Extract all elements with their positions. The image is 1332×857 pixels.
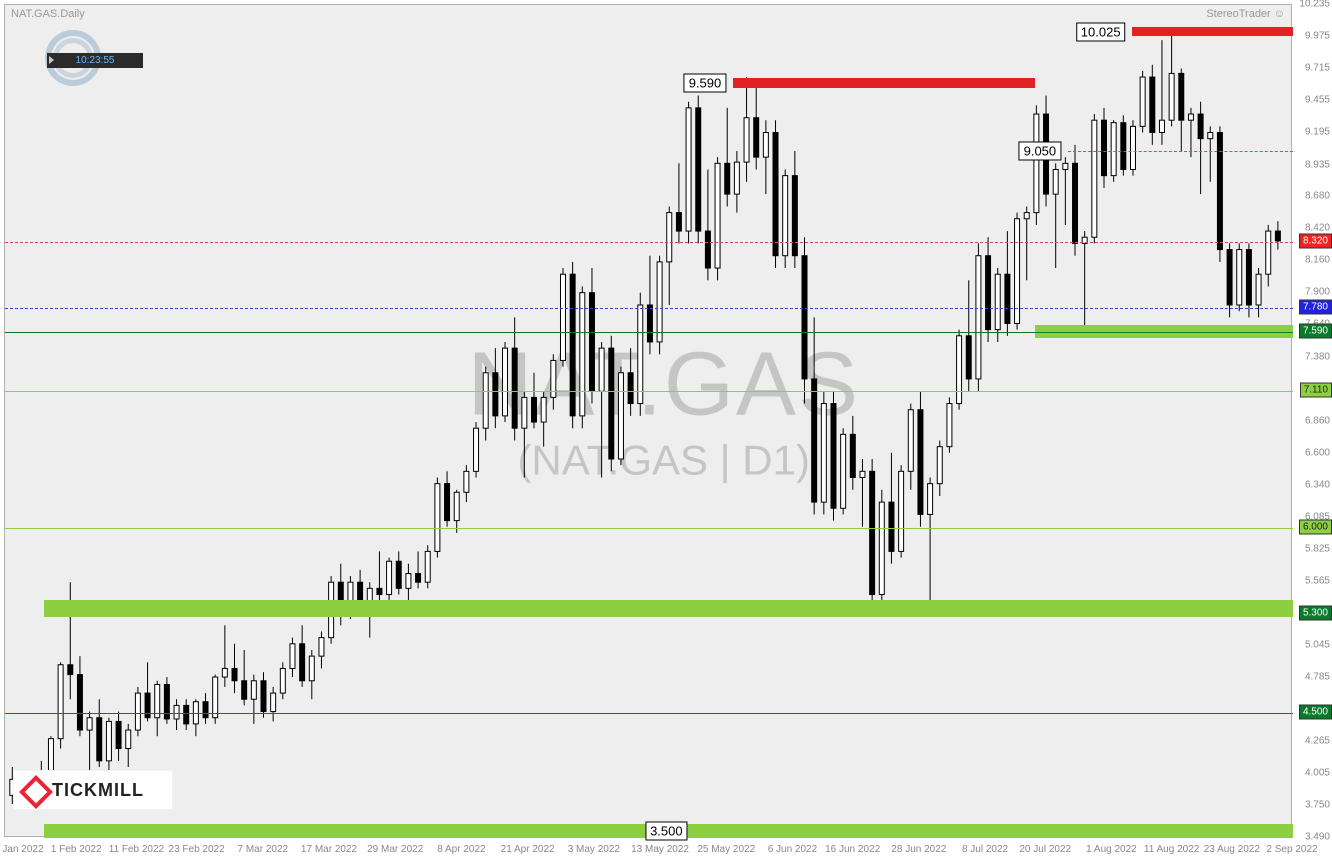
y-tick: 9.975: [1305, 31, 1330, 42]
x-tick: 13 May 2022: [631, 844, 689, 855]
x-tick: 17 Mar 2022: [301, 844, 357, 855]
y-tick: 7.380: [1305, 351, 1330, 362]
x-tick: 25 May 2022: [697, 844, 755, 855]
x-tick: 28 Jun 2022: [891, 844, 946, 855]
y-tick: 6.860: [1305, 415, 1330, 426]
broker-logo: TICKMILL: [13, 770, 173, 810]
y-tick: 4.265: [1305, 736, 1330, 747]
x-tick: 11 Aug 2022: [1144, 844, 1199, 855]
clock-time: 10:23:55: [76, 55, 115, 66]
y-tick: 8.420: [1305, 223, 1330, 234]
x-tick: 23 Feb 2022: [169, 844, 225, 855]
price-annotation[interactable]: 10.025: [1076, 22, 1126, 41]
x-tick: 16 Jun 2022: [825, 844, 880, 855]
x-tick: 20 Jul 2022: [1019, 844, 1071, 855]
y-tick: 5.825: [1305, 543, 1330, 554]
tickmill-text: TICKMILL: [52, 780, 144, 801]
price-annotation[interactable]: 9.050: [1019, 142, 1062, 161]
x-tick: 1 Feb 2022: [51, 844, 102, 855]
x-tick: 8 Jul 2022: [962, 844, 1008, 855]
y-tick: 7.900: [1305, 287, 1330, 298]
y-tick: 8.680: [1305, 191, 1330, 202]
x-tick: 6 Jun 2022: [768, 844, 818, 855]
y-tick: 9.195: [1305, 127, 1330, 138]
chart-container: NAT.GAS.Daily StereoTrader ☺ NAT.GAS (NA…: [0, 0, 1332, 857]
y-tick: 3.750: [1305, 799, 1330, 810]
y-tick: 4.785: [1305, 672, 1330, 683]
y-tick: 6.340: [1305, 480, 1330, 491]
y-tick: 8.935: [1305, 159, 1330, 170]
price-level-box: 7.590: [1299, 323, 1332, 338]
horizontal-level-line[interactable]: [1068, 151, 1293, 152]
x-tick: 21 Apr 2022: [501, 844, 555, 855]
candlestick-series: [5, 5, 1291, 836]
y-tick: 10.235: [1299, 0, 1330, 10]
price-level-box: 6.000: [1299, 520, 1332, 535]
x-tick: 20 Jan 2022: [0, 844, 44, 855]
x-tick: 23 Aug 2022: [1204, 844, 1260, 855]
x-tick: 8 Apr 2022: [437, 844, 485, 855]
x-tick: 2 Sep 2022: [1266, 844, 1317, 855]
support-resistance-zone[interactable]: [44, 600, 1293, 617]
support-resistance-zone[interactable]: [733, 78, 1036, 88]
price-level-box: 7.780: [1299, 300, 1332, 315]
x-tick: 29 Mar 2022: [367, 844, 423, 855]
x-tick: 7 Mar 2022: [238, 844, 289, 855]
tickmill-icon: [22, 778, 46, 802]
clock-widget[interactable]: 10:23:55: [25, 25, 135, 65]
y-tick: 9.455: [1305, 95, 1330, 106]
price-level-box: 8.320: [1299, 233, 1332, 248]
y-tick: 8.160: [1305, 255, 1330, 266]
horizontal-level-line[interactable]: [5, 713, 1293, 714]
horizontal-level-line[interactable]: [5, 308, 1293, 309]
y-tick: 5.565: [1305, 575, 1330, 586]
horizontal-level-line[interactable]: [5, 242, 1293, 243]
price-level-box: 5.300: [1299, 606, 1332, 621]
price-level-box: 7.110: [1300, 382, 1332, 397]
play-icon: [49, 56, 54, 64]
x-axis: 20 Jan 20221 Feb 202211 Feb 202223 Feb 2…: [4, 839, 1292, 857]
horizontal-level-line[interactable]: [5, 528, 1293, 529]
chart-plot-area[interactable]: NAT.GAS.Daily StereoTrader ☺ NAT.GAS (NA…: [4, 4, 1292, 837]
x-tick: 11 Feb 2022: [109, 844, 164, 855]
price-annotation[interactable]: 9.590: [684, 74, 727, 93]
x-tick: 1 Aug 2022: [1086, 844, 1137, 855]
y-tick: 5.045: [1305, 639, 1330, 650]
y-tick: 9.715: [1305, 63, 1330, 74]
x-tick: 3 May 2022: [568, 844, 620, 855]
horizontal-level-line[interactable]: [5, 332, 1293, 333]
horizontal-level-line[interactable]: [5, 391, 1293, 392]
y-axis: 10.2359.9759.7159.4559.1958.9358.6808.42…: [1294, 4, 1332, 837]
y-tick: 3.490: [1305, 832, 1330, 843]
support-resistance-zone[interactable]: [1132, 27, 1293, 37]
y-tick: 4.005: [1305, 768, 1330, 779]
price-annotation[interactable]: 3.500: [645, 821, 688, 840]
y-tick: 6.600: [1305, 447, 1330, 458]
price-level-box: 4.500: [1299, 705, 1332, 720]
